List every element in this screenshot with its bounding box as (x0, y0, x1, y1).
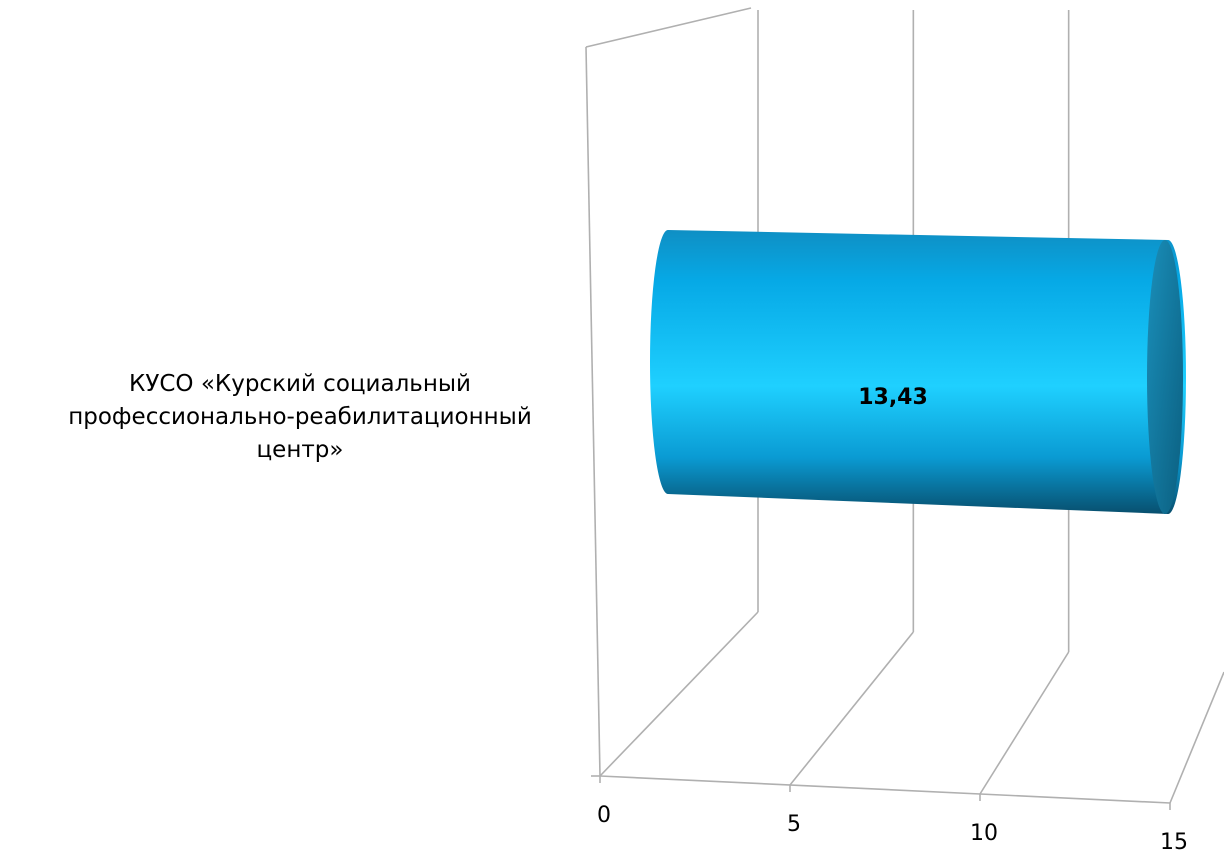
x-axis-tick-labels: 0 5 10 15 (597, 803, 1188, 855)
x-tick-label: 15 (1160, 830, 1188, 855)
floor-gridline (979, 651, 1070, 795)
category-label-line: КУСО «Курский социальный (129, 371, 471, 397)
category-label: КУСО «Курский социальный профессионально… (20, 368, 580, 467)
category-label-line: центр» (256, 437, 344, 463)
bar-group: 13,43 (650, 230, 1186, 514)
category-label-line: профессионально-реабилитационный (68, 404, 532, 430)
x-tick-label: 5 (787, 812, 801, 837)
x-tick-label: 10 (970, 821, 998, 846)
x-tick-label: 0 (597, 803, 611, 828)
data-label: 13,43 (858, 385, 928, 410)
bar-cylinder-body (650, 230, 1186, 514)
floor-gridline (599, 611, 759, 777)
floor-edge (1169, 671, 1224, 804)
side-wall-front-edge (585, 46, 601, 777)
side-wall-top-edge (585, 7, 752, 48)
floor-gridline (789, 631, 914, 786)
x-axis-line (599, 775, 1171, 804)
bar-cylinder-end-cap (1147, 240, 1183, 514)
